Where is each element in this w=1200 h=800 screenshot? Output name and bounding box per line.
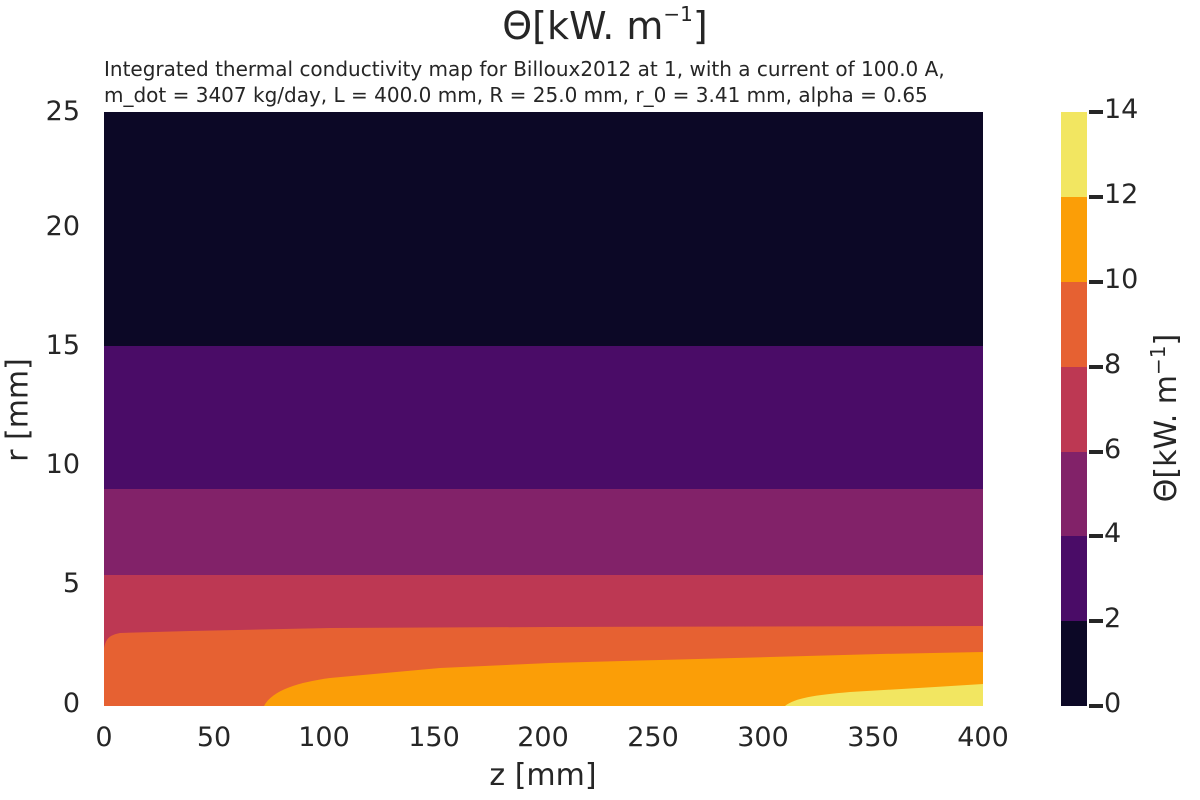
cb-tick-12: 12 (1104, 179, 1139, 210)
cb-tick-0: 0 (1104, 688, 1122, 719)
y-tick-0: 0 (62, 688, 80, 719)
x-axis-label: z [mm] (489, 758, 597, 793)
cb-tick-mark (1089, 365, 1103, 369)
band-10-12 (264, 652, 983, 706)
y-tick-25: 25 (45, 96, 80, 127)
cb-tick-4: 4 (1104, 518, 1122, 549)
cb-tick-8: 8 (1104, 349, 1122, 380)
y-tick-20: 20 (45, 211, 80, 242)
x-tick-50: 50 (196, 722, 232, 753)
cb-tick-6: 6 (1104, 434, 1122, 465)
x-tick-300: 300 (737, 722, 789, 753)
band-12-14 (785, 684, 983, 706)
x-tick-250: 250 (627, 722, 679, 753)
cb-tick-2: 2 (1104, 603, 1122, 634)
cb-tick-10: 10 (1104, 264, 1139, 295)
cb-tick-mark (1089, 110, 1103, 114)
cb-tick-mark (1089, 534, 1103, 538)
cb-tick-mark (1089, 195, 1103, 199)
x-tick-150: 150 (408, 722, 460, 753)
chart-title: Θ[kW. m−1] (502, 2, 708, 48)
cb-tick-mark (1089, 704, 1103, 708)
x-tick-100: 100 (298, 722, 350, 753)
subtitle-line-2: m_dot = 3407 kg/day, L = 400.0 mm, R = 2… (104, 83, 928, 107)
cb-tick-mark (1089, 619, 1103, 623)
y-tick-10: 10 (45, 449, 80, 480)
y-axis-label: r [mm] (0, 358, 36, 462)
x-tick-0: 0 (95, 722, 113, 753)
cb-tick-14: 14 (1104, 94, 1139, 125)
colorbar (1061, 112, 1087, 706)
subtitle-line-1: Integrated thermal conductivity map for … (104, 57, 945, 81)
cb-tick-mark (1089, 280, 1103, 284)
y-tick-15: 15 (45, 330, 80, 361)
cb-tick-mark (1089, 450, 1103, 454)
colorbar-label: Θ[kW. m−1] (1146, 333, 1184, 503)
x-tick-200: 200 (517, 722, 569, 753)
chart-subtitle: Integrated thermal conductivity map for … (104, 56, 945, 108)
x-tick-350: 350 (847, 722, 899, 753)
x-tick-400: 400 (957, 722, 1009, 753)
y-tick-5: 5 (62, 568, 80, 599)
